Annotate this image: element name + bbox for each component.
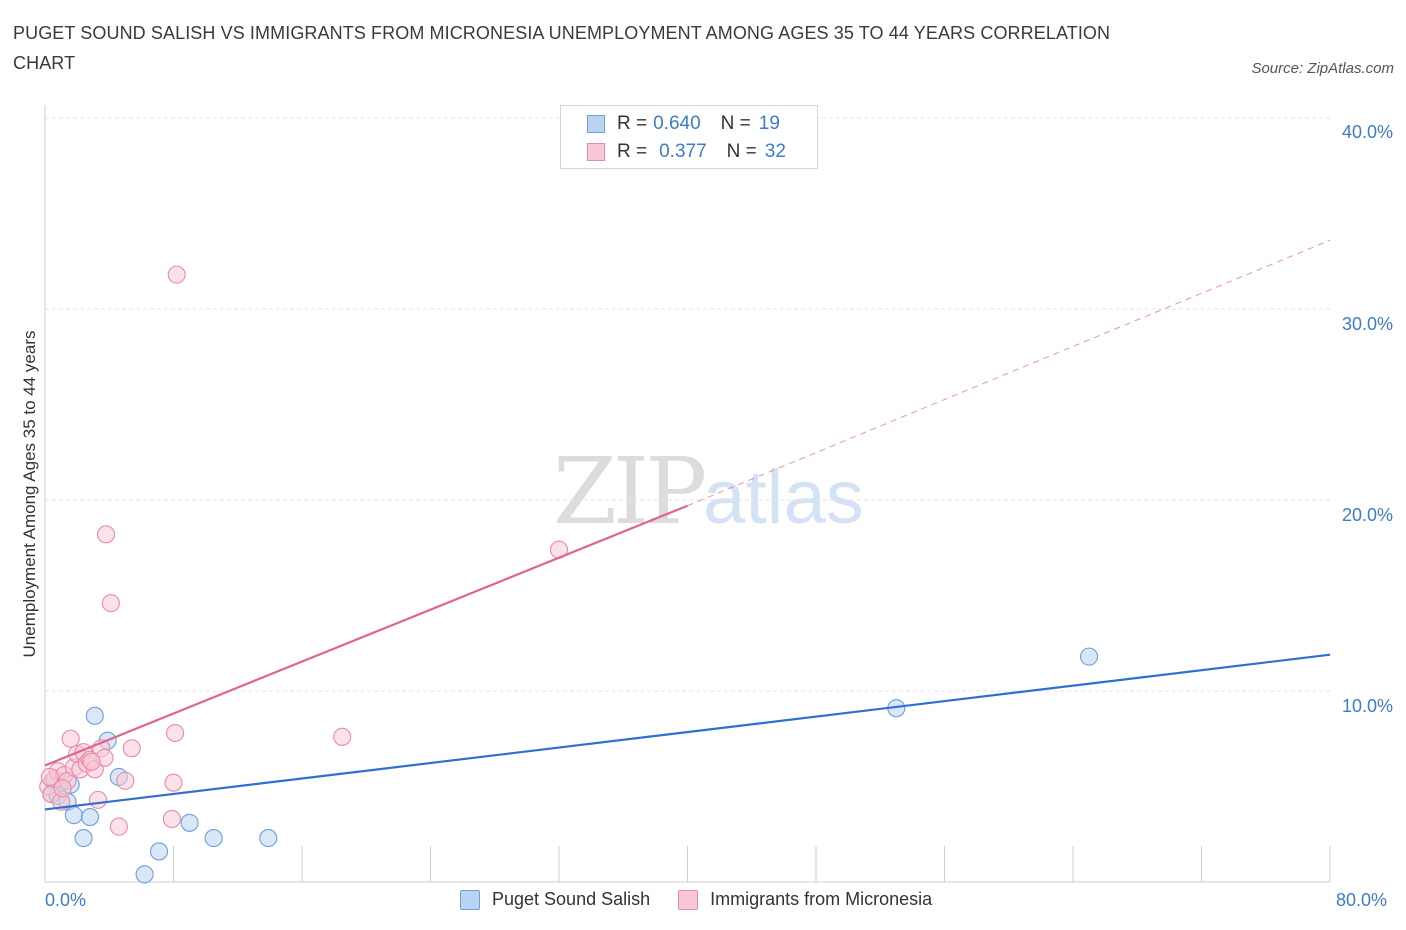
data-point-pink [122,739,141,758]
data-point-blue [180,813,199,832]
data-point-pink [88,790,108,809]
trendline-micronesia-extended [687,239,1331,507]
watermark-zip: ZIP [553,438,707,545]
series-swatch-pink [678,889,699,910]
data-point-blue [259,829,278,848]
x-tick-label-max: 80.0% [1336,890,1388,910]
data-point-blue [149,842,169,861]
source-label: Source: ZipAtlas.com [1251,60,1394,77]
data-point-pink [61,729,80,748]
data-point-pink [109,817,128,836]
legend-row-micronesia: R = 0.377 N = 32 [587,140,786,164]
x-tick-label-min: 0.0% [45,890,87,910]
data-point-blue [85,706,104,725]
series-swatch-blue [460,889,480,910]
series-legend-puget: Puget Sound Salish [460,889,650,910]
series-legend-micronesia: Immigrants from Micronesia [678,889,932,910]
legend-r-label: R = [617,113,648,134]
data-point-blue [64,806,83,825]
data-point-blue [80,808,100,827]
watermark-atlas: atlas [703,455,864,540]
series-legend: Puget Sound Salish Immigrants from Micro… [460,889,960,910]
y-axis-label: Unemployment Among Ages 35 to 44 years [20,330,39,658]
legend-swatch-blue [587,115,605,133]
legend-swatch-pink [587,143,605,161]
data-point-pink [333,727,352,746]
data-point-blue [204,829,223,848]
legend-row-puget: R = 0.640 N = 19 [587,112,780,136]
y-tick-label-30: 30.0% [1341,314,1393,334]
data-point-pink [166,723,185,743]
data-point-pink [164,773,183,792]
y-tick-label-20: 20.0% [1341,505,1393,525]
y-tick-label-40: 40.0% [1341,122,1393,142]
legend-r-value: 0.640 [653,113,701,134]
legend-n-value: 32 [764,141,786,162]
data-point-pink [53,779,72,798]
chart-title: PUGET SOUND SALISH VS IMMIGRANTS FROM MI… [13,23,1111,73]
data-point-blue [1080,647,1099,666]
legend-r-label: R = [617,141,648,162]
data-point-pink [101,594,120,613]
legend-n-label: N = [726,141,757,162]
legend-n-value: 19 [758,113,780,134]
data-point-pink [40,767,59,787]
data-point-pink [116,771,135,790]
data-point-pink [82,752,101,771]
legend-r-value: 0.377 [659,141,707,162]
data-point-pink [167,265,186,284]
data-point-pink [96,525,116,544]
series-name-puget: Puget Sound Salish [492,889,651,909]
trendline-micronesia [44,504,688,767]
data-point-pink [162,809,181,829]
series-name-micronesia: Immigrants from Micronesia [710,889,933,909]
legend-n-label: N = [720,113,751,134]
data-point-blue [135,865,154,884]
trendline-puget [44,653,1331,811]
data-point-blue [74,829,93,848]
y-tick-label-10: 10.0% [1341,696,1393,716]
correlation-legend: R = 0.640 N = 19 R = 0.377 N = 32 [560,105,818,169]
zipatlas-watermark: ZIPatlas [553,438,864,545]
